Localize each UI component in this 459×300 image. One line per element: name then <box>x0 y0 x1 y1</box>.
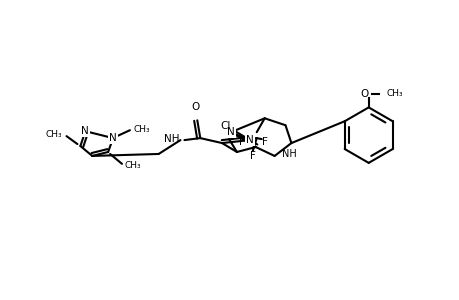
Text: F: F <box>261 137 267 147</box>
Text: CH₃: CH₃ <box>46 130 62 139</box>
Text: CH₃: CH₃ <box>125 161 141 170</box>
Text: N: N <box>246 135 253 145</box>
Text: F: F <box>249 151 255 161</box>
Text: N: N <box>227 127 235 137</box>
Text: O: O <box>360 88 368 98</box>
Text: NH: NH <box>281 149 296 159</box>
Text: Cl: Cl <box>220 121 231 131</box>
Text: O: O <box>191 102 199 112</box>
Text: F: F <box>238 137 244 147</box>
Text: N: N <box>109 133 117 143</box>
Text: N: N <box>81 126 89 136</box>
Text: CH₃: CH₃ <box>134 125 150 134</box>
Text: CH₃: CH₃ <box>386 89 402 98</box>
Text: NH: NH <box>163 134 179 144</box>
